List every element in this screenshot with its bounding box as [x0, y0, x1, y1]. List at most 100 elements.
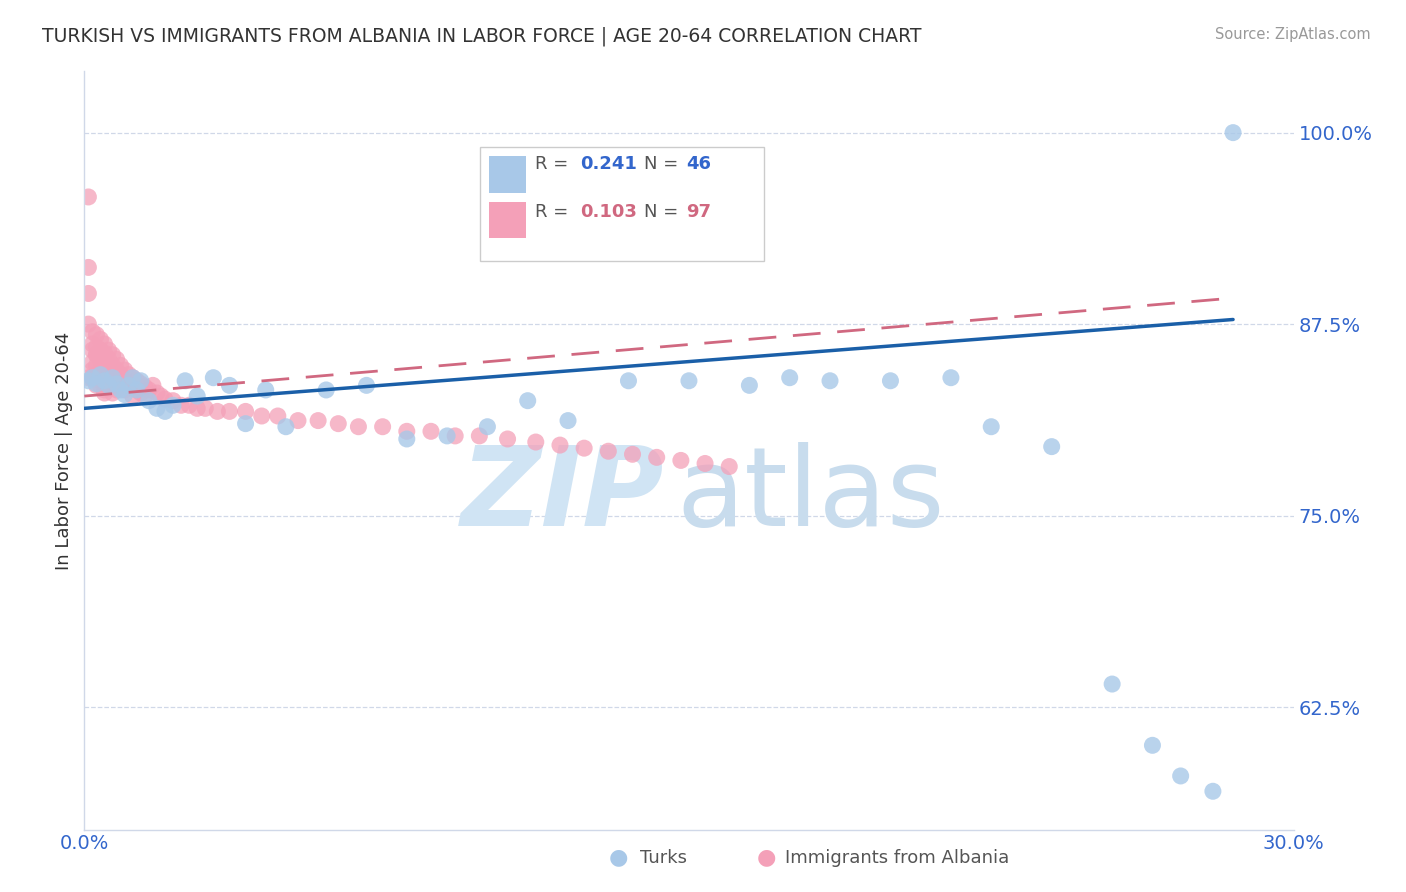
Point [93, 365, 115, 379]
Point [125, 374, 148, 388]
Point [186, 401, 208, 416]
Point [395, 432, 418, 446]
Point [274, 419, 297, 434]
Point [138, 393, 160, 408]
Point [118, 368, 141, 382]
Point [1202, 784, 1225, 798]
Point [105, 383, 128, 397]
Point [118, 378, 141, 392]
Point [267, 409, 290, 423]
Point [468, 429, 491, 443]
Point [77, 374, 100, 388]
Point [101, 370, 124, 384]
Point [89, 378, 111, 392]
Point [93, 383, 115, 397]
Point [395, 425, 418, 439]
Point [82, 363, 104, 377]
Point [980, 419, 1002, 434]
Point [138, 383, 160, 397]
Point [617, 374, 640, 388]
Point [110, 378, 132, 392]
FancyBboxPatch shape [489, 202, 526, 238]
Point [97, 370, 120, 384]
Point [516, 393, 538, 408]
Point [77, 317, 100, 331]
Point [125, 383, 148, 397]
Point [718, 459, 741, 474]
Point [86, 368, 108, 382]
Point [939, 370, 962, 384]
Point [347, 419, 370, 434]
Point [93, 374, 115, 388]
Point [548, 438, 571, 452]
Point [89, 368, 111, 382]
Text: N =: N = [644, 155, 685, 173]
Point [105, 376, 128, 391]
Text: 0.103: 0.103 [581, 202, 637, 220]
Point [77, 260, 100, 275]
Text: 97: 97 [686, 202, 711, 220]
Point [110, 368, 132, 382]
Y-axis label: In Labor Force | Age 20-64: In Labor Force | Age 20-64 [55, 331, 73, 570]
Point [572, 441, 595, 455]
Point [371, 419, 394, 434]
Point [101, 368, 124, 382]
Point [524, 435, 547, 450]
Point [1170, 769, 1192, 783]
Point [82, 370, 104, 384]
Point [153, 404, 176, 418]
Text: atlas: atlas [676, 442, 945, 549]
Point [134, 380, 156, 394]
Point [779, 370, 801, 384]
Point [86, 327, 108, 342]
Point [1040, 440, 1063, 454]
Point [134, 389, 156, 403]
Point [86, 340, 108, 354]
Point [89, 343, 111, 358]
Point [129, 374, 152, 388]
Point [153, 392, 176, 406]
Text: R =: R = [536, 155, 575, 173]
Point [121, 370, 143, 384]
Point [77, 190, 100, 204]
Point [738, 378, 761, 392]
Point [114, 383, 136, 397]
Point [89, 374, 111, 388]
Point [207, 404, 229, 418]
Point [93, 346, 115, 360]
Point [142, 378, 165, 392]
Point [235, 404, 257, 418]
Point [101, 386, 124, 401]
Point [114, 387, 136, 401]
Point [129, 386, 152, 401]
Point [254, 383, 277, 397]
Point [93, 355, 115, 369]
Point [93, 337, 115, 351]
Point [496, 432, 519, 446]
Text: 46: 46 [686, 155, 711, 173]
Text: ZIP: ZIP [461, 442, 665, 549]
Point [125, 383, 148, 397]
Text: Immigrants from Albania: Immigrants from Albania [785, 849, 1008, 867]
Point [693, 457, 716, 471]
Text: ●: ● [609, 847, 628, 867]
Point [97, 378, 120, 392]
Text: ●: ● [756, 847, 776, 867]
Point [149, 389, 172, 403]
Point [89, 352, 111, 367]
Point [307, 414, 329, 428]
Point [129, 376, 152, 391]
Point [82, 355, 104, 369]
Point [444, 429, 467, 443]
Point [97, 380, 120, 394]
Point [93, 374, 115, 388]
Point [86, 359, 108, 373]
Point [645, 450, 668, 465]
Point [315, 383, 337, 397]
Point [477, 419, 499, 434]
Point [162, 393, 184, 408]
Point [97, 361, 120, 376]
Point [105, 374, 128, 388]
Point [202, 370, 225, 384]
FancyBboxPatch shape [479, 147, 763, 260]
